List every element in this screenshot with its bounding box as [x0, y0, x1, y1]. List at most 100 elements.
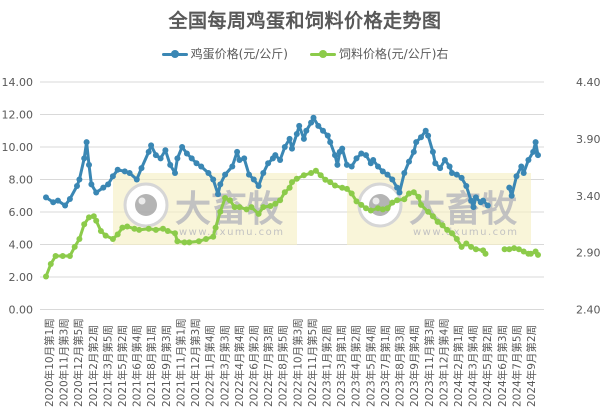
data-point[interactable] — [90, 213, 97, 220]
data-point[interactable] — [532, 139, 539, 146]
data-point[interactable] — [367, 207, 374, 214]
data-point[interactable] — [152, 226, 159, 233]
data-point[interactable] — [530, 148, 537, 155]
data-point[interactable] — [384, 205, 391, 212]
data-point[interactable] — [102, 232, 109, 239]
data-point[interactable] — [389, 176, 396, 183]
data-point[interactable] — [444, 226, 451, 233]
data-point[interactable] — [327, 139, 334, 146]
data-point[interactable] — [188, 155, 195, 162]
data-point[interactable] — [76, 236, 83, 242]
data-point[interactable] — [296, 122, 303, 129]
data-point[interactable] — [513, 173, 520, 180]
data-point[interactable] — [222, 195, 229, 201]
data-point[interactable] — [215, 191, 221, 198]
data-point[interactable] — [343, 161, 350, 168]
data-point[interactable] — [527, 250, 534, 257]
data-point[interactable] — [281, 144, 288, 150]
data-point[interactable] — [418, 201, 424, 208]
data-point[interactable] — [439, 222, 446, 229]
data-point[interactable] — [145, 148, 152, 155]
data-point[interactable] — [429, 148, 436, 155]
data-point[interactable] — [501, 246, 508, 253]
data-point[interactable] — [52, 253, 59, 259]
data-point[interactable] — [389, 199, 396, 206]
data-point[interactable] — [375, 163, 381, 170]
data-point[interactable] — [286, 135, 293, 142]
data-point[interactable] — [449, 230, 455, 237]
data-point[interactable] — [415, 193, 422, 200]
data-point[interactable] — [425, 208, 432, 215]
data-point[interactable] — [47, 261, 54, 267]
data-point[interactable] — [315, 122, 322, 129]
data-point[interactable] — [484, 202, 491, 209]
data-point[interactable] — [463, 183, 470, 189]
data-point[interactable] — [217, 208, 224, 215]
data-point[interactable] — [248, 204, 255, 211]
data-point[interactable] — [205, 170, 212, 176]
data-point[interactable] — [535, 152, 541, 159]
data-point[interactable] — [265, 160, 272, 167]
data-point[interactable] — [93, 189, 100, 196]
data-point[interactable] — [164, 228, 171, 234]
data-point[interactable] — [441, 157, 448, 163]
data-point[interactable] — [358, 150, 365, 157]
data-point[interactable] — [310, 114, 317, 121]
data-point[interactable] — [124, 223, 131, 230]
data-point[interactable] — [312, 167, 319, 174]
data-point[interactable] — [114, 166, 121, 173]
data-point[interactable] — [446, 163, 453, 170]
data-point[interactable] — [410, 148, 417, 155]
data-point[interactable] — [255, 183, 262, 189]
data-point[interactable] — [434, 218, 441, 225]
data-point[interactable] — [162, 147, 169, 154]
data-point[interactable] — [506, 246, 513, 253]
data-point[interactable] — [250, 176, 257, 183]
data-point[interactable] — [453, 236, 460, 242]
data-point[interactable] — [114, 231, 121, 238]
data-point[interactable] — [136, 226, 143, 233]
data-point[interactable] — [100, 184, 107, 191]
data-point[interactable] — [518, 163, 525, 170]
data-point[interactable] — [236, 157, 243, 163]
data-point[interactable] — [379, 168, 386, 175]
data-point[interactable] — [406, 190, 412, 197]
data-point[interactable] — [472, 194, 479, 201]
data-point[interactable] — [375, 205, 381, 212]
data-point[interactable] — [54, 197, 61, 204]
data-point[interactable] — [172, 170, 178, 176]
data-point[interactable] — [255, 210, 262, 217]
data-point[interactable] — [363, 152, 369, 159]
data-point[interactable] — [234, 148, 241, 155]
data-point[interactable] — [384, 171, 391, 178]
data-point[interactable] — [81, 155, 88, 162]
legend-item-feed-price[interactable]: 饲料价格(元/公斤)右 — [310, 45, 448, 62]
data-point[interactable] — [353, 198, 360, 205]
data-point[interactable] — [458, 174, 465, 181]
data-point[interactable] — [520, 170, 527, 176]
data-point[interactable] — [437, 165, 444, 172]
data-point[interactable] — [418, 134, 424, 141]
data-point[interactable] — [394, 197, 401, 204]
data-point[interactable] — [157, 155, 164, 162]
data-point[interactable] — [210, 233, 217, 240]
data-point[interactable] — [370, 157, 377, 163]
data-point[interactable] — [267, 203, 274, 209]
data-point[interactable] — [222, 171, 229, 178]
data-point[interactable] — [482, 250, 489, 257]
data-point[interactable] — [343, 185, 350, 192]
data-point[interactable] — [327, 179, 334, 186]
data-point[interactable] — [243, 206, 250, 213]
data-point[interactable] — [289, 179, 295, 186]
data-point[interactable] — [88, 181, 95, 188]
data-point[interactable] — [339, 145, 346, 152]
data-point[interactable] — [410, 189, 417, 196]
data-point[interactable] — [160, 225, 166, 232]
data-point[interactable] — [86, 214, 92, 221]
data-point[interactable] — [363, 205, 369, 212]
data-point[interactable] — [109, 173, 116, 180]
data-point[interactable] — [432, 160, 439, 167]
data-point[interactable] — [300, 172, 307, 179]
data-point[interactable] — [145, 225, 152, 232]
data-point[interactable] — [126, 170, 133, 176]
